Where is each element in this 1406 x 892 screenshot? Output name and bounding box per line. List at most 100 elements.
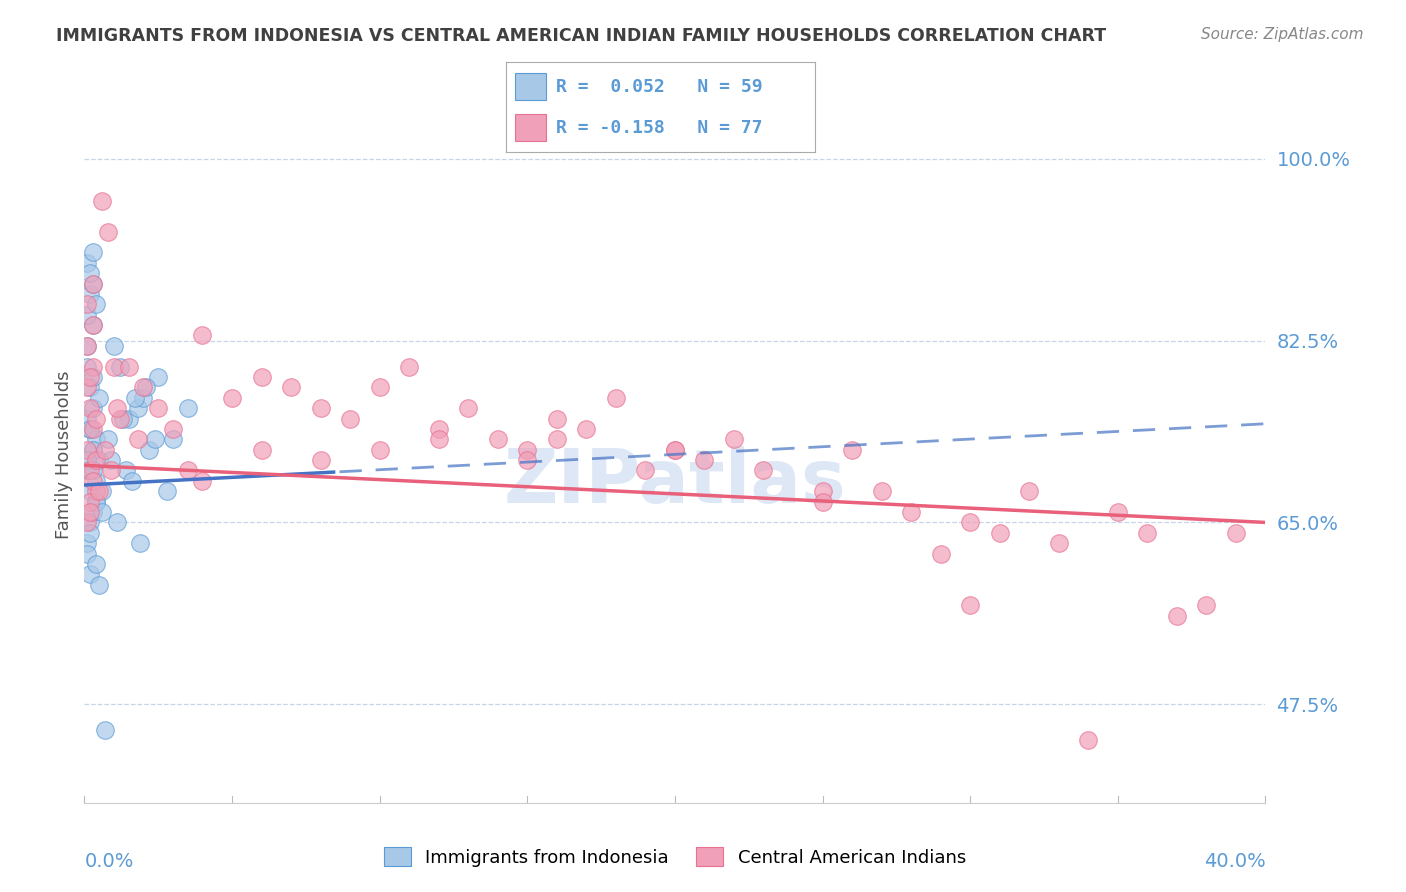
Point <box>79 463 101 477</box>
Point <box>76 411 98 425</box>
Point <box>191 474 214 488</box>
Point <box>108 359 131 374</box>
Point <box>811 494 834 508</box>
Point <box>309 453 332 467</box>
Point <box>811 484 834 499</box>
Point <box>546 411 568 425</box>
Point <box>94 442 117 457</box>
Point <box>486 433 509 447</box>
Point <box>148 370 170 384</box>
Text: IMMIGRANTS FROM INDONESIA VS CENTRAL AMERICAN INDIAN FAMILY HOUSEHOLDS CORRELATI: IMMIGRANTS FROM INDONESIA VS CENTRAL AME… <box>56 27 1107 45</box>
Point <box>138 442 160 457</box>
Point <box>79 484 101 499</box>
Point <box>87 391 111 405</box>
Point <box>339 411 361 425</box>
Text: 0.0%: 0.0% <box>84 852 134 871</box>
Point <box>82 245 104 260</box>
Point <box>162 422 184 436</box>
Point <box>870 484 893 499</box>
Point <box>143 433 166 447</box>
Point <box>156 484 179 499</box>
Point <box>177 401 200 416</box>
Point <box>368 380 391 394</box>
Point <box>82 463 104 477</box>
Text: Source: ZipAtlas.com: Source: ZipAtlas.com <box>1201 27 1364 42</box>
Point <box>127 433 149 447</box>
Point <box>121 474 143 488</box>
Point <box>97 225 120 239</box>
Point <box>82 359 104 374</box>
Point <box>114 463 136 477</box>
Point <box>97 433 120 447</box>
Point <box>723 433 745 447</box>
Point <box>76 463 98 477</box>
Point <box>82 318 104 332</box>
Text: 40.0%: 40.0% <box>1204 852 1265 871</box>
Point <box>76 359 98 374</box>
Point <box>94 723 117 738</box>
Point <box>118 411 141 425</box>
Point <box>84 494 107 508</box>
Point <box>79 525 101 540</box>
Point <box>221 391 243 405</box>
Point <box>84 494 107 508</box>
Point <box>988 525 1011 540</box>
Point <box>76 516 98 530</box>
Point <box>79 370 101 384</box>
Point <box>132 380 155 394</box>
Point <box>162 433 184 447</box>
Point <box>457 401 479 416</box>
Point <box>76 339 98 353</box>
Point <box>105 516 128 530</box>
Point <box>959 599 981 613</box>
Point <box>82 474 104 488</box>
Point <box>82 442 104 457</box>
Point <box>1018 484 1040 499</box>
Point <box>100 463 122 477</box>
Point <box>398 359 420 374</box>
Point <box>929 547 952 561</box>
Point <box>177 463 200 477</box>
Text: R =  0.052   N = 59: R = 0.052 N = 59 <box>555 78 762 95</box>
Point <box>87 484 111 499</box>
Point <box>105 401 128 416</box>
Point <box>84 297 107 311</box>
Point <box>1047 536 1070 550</box>
Point <box>82 318 104 332</box>
Point <box>841 442 863 457</box>
FancyBboxPatch shape <box>516 73 547 100</box>
Point <box>752 463 775 477</box>
Point <box>79 505 101 519</box>
Point <box>82 277 104 291</box>
Point <box>76 297 98 311</box>
Point <box>129 536 152 550</box>
Point <box>79 422 101 436</box>
Point <box>516 453 538 467</box>
Point <box>664 442 686 457</box>
Point <box>132 391 155 405</box>
Point <box>1107 505 1129 519</box>
Point <box>118 359 141 374</box>
Point <box>79 380 101 394</box>
Point <box>135 380 157 394</box>
Point <box>91 505 114 519</box>
Point <box>250 370 273 384</box>
Point <box>84 433 107 447</box>
Point <box>1195 599 1218 613</box>
Point <box>368 442 391 457</box>
Point <box>309 401 332 416</box>
Point <box>427 422 450 436</box>
Point <box>79 422 101 436</box>
Point <box>79 494 101 508</box>
Point <box>76 536 98 550</box>
Point <box>87 578 111 592</box>
Point <box>108 411 131 425</box>
Point <box>76 308 98 322</box>
Text: R = -0.158   N = 77: R = -0.158 N = 77 <box>555 119 762 136</box>
Point <box>100 453 122 467</box>
Point <box>124 391 146 405</box>
Point <box>191 328 214 343</box>
Point <box>79 287 101 301</box>
Point <box>82 401 104 416</box>
Point <box>79 266 101 280</box>
